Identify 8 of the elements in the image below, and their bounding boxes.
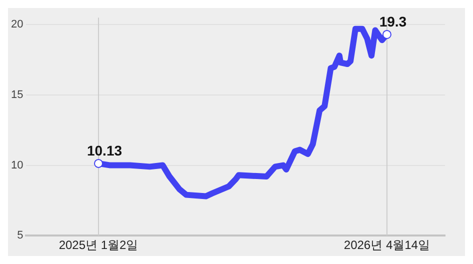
y-tick-label: 10	[10, 159, 24, 172]
y-tick-label: 15	[10, 88, 24, 101]
x-tick-label: 2025년 1월2일	[58, 238, 138, 252]
y-tick-label: 5	[17, 230, 24, 242]
x-tick-label: 2026년 4월14일	[344, 238, 430, 252]
y-tick-label: 20	[10, 18, 24, 31]
data-label: 19.3	[379, 13, 407, 30]
data-label: 10.13	[86, 142, 122, 158]
